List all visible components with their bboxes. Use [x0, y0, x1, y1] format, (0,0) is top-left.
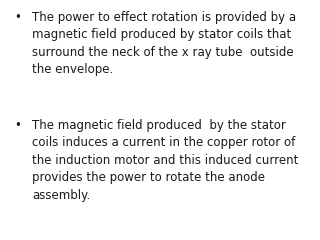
Text: The magnetic field produced  by the stator
coils induces a current in the copper: The magnetic field produced by the stato… — [32, 119, 298, 202]
Text: •: • — [14, 11, 21, 24]
Text: The power to effect rotation is provided by a
magnetic field produced by stator : The power to effect rotation is provided… — [32, 11, 296, 76]
Text: •: • — [14, 119, 21, 132]
